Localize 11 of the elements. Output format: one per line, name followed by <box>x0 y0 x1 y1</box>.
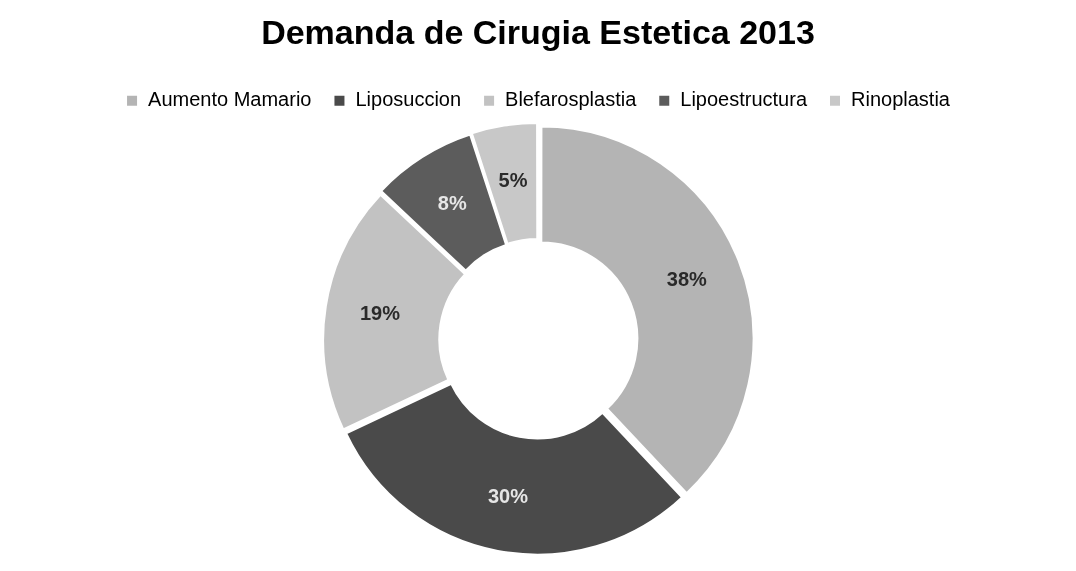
data-label: 19% <box>359 302 401 325</box>
legend-label: Blefarosplastia <box>505 88 638 111</box>
data-label: 30% <box>487 484 529 507</box>
legend-label: Aumento Mamario <box>148 88 312 111</box>
chart-title: Demanda de Cirugia Estetica 2013 <box>261 12 815 51</box>
legend-label: Rinoplastia <box>851 88 951 111</box>
data-label: 8% <box>437 192 467 215</box>
legend-label: Liposuccion <box>355 88 462 111</box>
data-label: 38% <box>666 268 708 291</box>
data-label: 5% <box>498 169 528 192</box>
legend-label: Lipoestructura <box>680 88 808 111</box>
